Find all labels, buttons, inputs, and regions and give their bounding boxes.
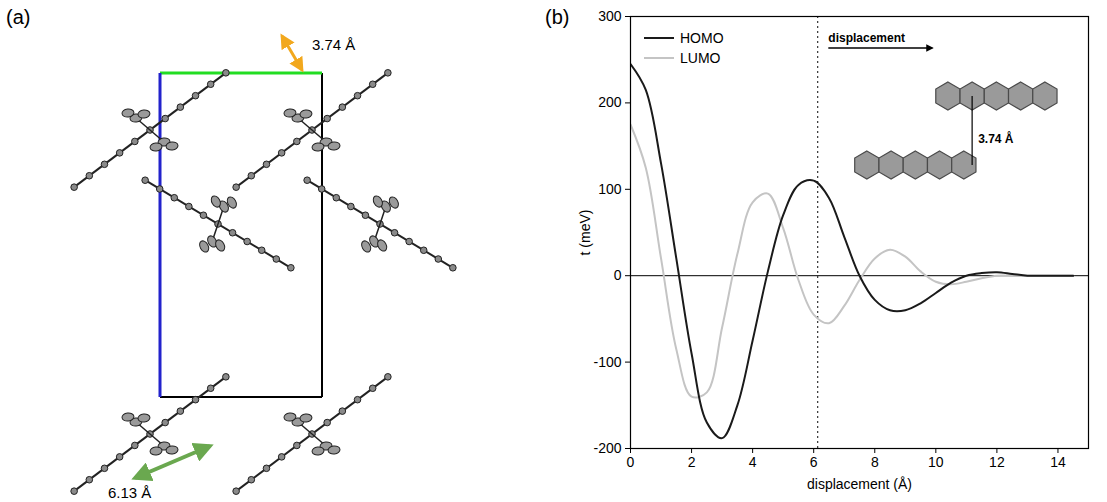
svg-text:-200: -200 (593, 440, 621, 456)
svg-text:6: 6 (810, 454, 818, 470)
svg-text:3.74 Å: 3.74 Å (978, 131, 1014, 146)
svg-text:300: 300 (598, 8, 622, 24)
svg-text:0: 0 (614, 267, 622, 283)
svg-text:(a): (a) (6, 6, 30, 28)
svg-text:2: 2 (688, 454, 696, 470)
svg-text:8: 8 (871, 454, 879, 470)
svg-text:0: 0 (627, 454, 635, 470)
svg-text:displacement (Å): displacement (Å) (807, 476, 912, 492)
svg-text:-100: -100 (593, 354, 621, 370)
svg-text:t (meV): t (meV) (577, 210, 593, 256)
svg-text:displacement: displacement (828, 31, 905, 45)
svg-text:200: 200 (598, 94, 622, 110)
svg-text:10: 10 (928, 454, 944, 470)
svg-text:100: 100 (598, 181, 622, 197)
svg-text:14: 14 (1050, 454, 1066, 470)
svg-text:12: 12 (989, 454, 1005, 470)
svg-text:6.13 Å: 6.13 Å (108, 484, 151, 501)
svg-text:HOMO: HOMO (680, 30, 724, 46)
svg-text:3.74 Å: 3.74 Å (312, 36, 355, 53)
html-text:(b): (b) (545, 6, 570, 28)
svg-text:LUMO: LUMO (680, 50, 721, 66)
svg-text:4: 4 (749, 454, 757, 470)
